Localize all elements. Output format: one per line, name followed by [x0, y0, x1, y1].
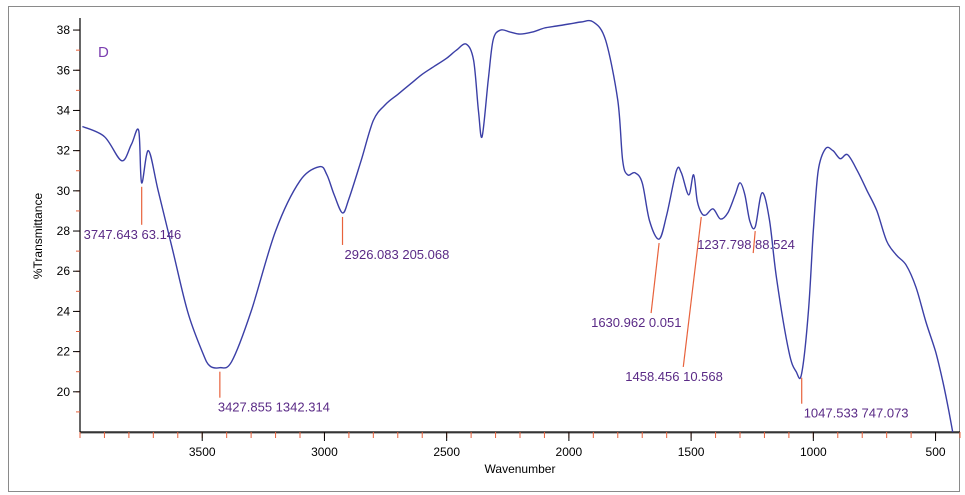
x-axis-title: Wavenumber [485, 462, 556, 476]
x-tick-label: 2500 [433, 445, 460, 459]
peak-label: 1458.456 10.568 [625, 369, 723, 384]
x-tick-label: 2000 [556, 445, 583, 459]
chart-frame [8, 6, 960, 492]
y-axis-title: %Transmittance [31, 193, 45, 280]
y-tick-label: 32 [57, 144, 71, 158]
y-tick-label: 36 [57, 63, 71, 77]
peak-label: 1047.533 747.073 [804, 406, 909, 421]
x-tick-label: 500 [926, 445, 946, 459]
panel-label: D [98, 44, 109, 61]
peak-label: 1630.962 0.051 [591, 315, 681, 330]
peak-label: 1237.798 88.524 [697, 237, 795, 252]
peak-label: 3427.855 1342.314 [218, 400, 330, 415]
spectrum-line [82, 19, 954, 433]
peak-leader-line [650, 242, 660, 314]
annotation-layer: 3747.643 63.146 3427.855 1342.314 2926.083… [84, 186, 909, 421]
y-tick-label: 34 [57, 103, 71, 117]
peak-label: 2926.083 205.068 [345, 247, 450, 262]
x-tick-label: 1500 [678, 445, 705, 459]
peak-label: 3747.643 63.146 [84, 227, 182, 242]
peak-leader-line [752, 230, 756, 254]
y-tick-label: 22 [57, 345, 71, 359]
x-axis: 3500 3000 2500 2000 1500 1000 500 [79, 431, 961, 459]
series-layer [82, 19, 954, 433]
x-tick-label: 3500 [189, 445, 216, 459]
y-tick-label: 26 [57, 264, 71, 278]
peak-leader-line [682, 216, 702, 368]
y-tick-label: 38 [57, 23, 71, 37]
x-tick-label: 3000 [311, 445, 338, 459]
y-tick-label: 24 [57, 304, 71, 318]
x-tick-label: 1000 [800, 445, 827, 459]
y-axis: 20 22 24 26 28 30 32 34 36 38 [57, 18, 81, 432]
y-tick-label: 28 [57, 224, 71, 238]
y-tick-label: 20 [57, 385, 71, 399]
y-tick-label: 30 [57, 184, 71, 198]
